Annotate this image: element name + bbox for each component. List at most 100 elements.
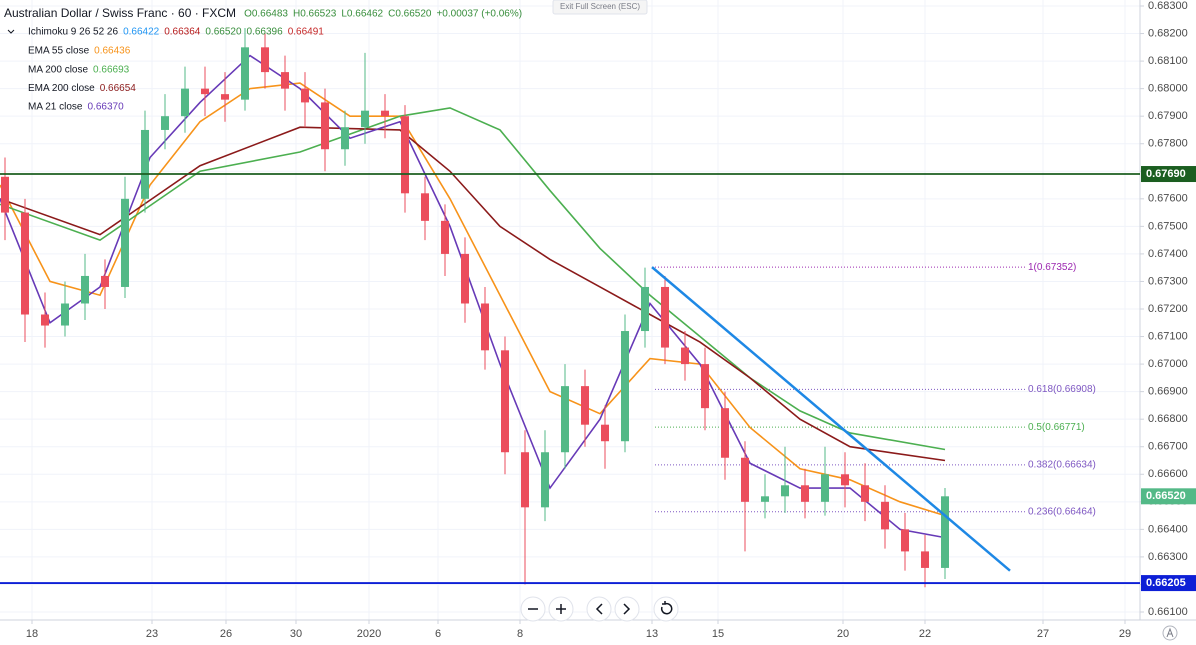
legend-name: MA 21 close [28,102,83,113]
exit-fullscreen-button[interactable] [552,0,648,15]
x-tick-label: 6 [435,628,441,640]
candle-body [501,350,509,453]
candle-body [541,452,549,508]
candle-body [881,501,889,530]
candle-body [101,275,109,287]
x-tick-label: 2020 [357,628,381,640]
y-tick-label: 0.67100 [1148,330,1188,342]
candle-body [401,116,409,194]
candle-body [641,286,649,332]
candle-body [781,485,789,497]
legend-value: 0.66491 [288,27,325,38]
candle-body [121,198,129,287]
ohlc-value: O0.66483 [244,9,288,20]
legend-name: MA 200 close [28,64,88,75]
candle-body [21,212,29,315]
candle-body [581,386,589,425]
x-tick-label: 8 [517,628,523,640]
candle-body [321,102,329,150]
candle-body [161,116,169,130]
legend-value: 0.66396 [247,27,284,38]
candle-body [61,303,69,326]
candle-body [81,275,89,304]
fib-label: 0.236(0.66464) [1028,506,1096,517]
y-tick-label: 0.67500 [1148,220,1188,232]
candle-body [741,457,749,502]
indicator-line [0,107,946,451]
legend-value: 0.66364 [164,27,201,38]
reset-icon [660,601,673,615]
candle-body [221,94,229,100]
candle-body [281,72,289,89]
candle-body [261,47,269,73]
candle-body [621,331,629,442]
indicator-line [0,126,946,462]
legend-value: 0.66693 [93,64,130,75]
y-tick-label: 0.68300 [1148,0,1188,12]
candle-body [701,364,709,409]
x-tick-label: 15 [712,628,724,640]
y-tick-label: 0.66900 [1148,386,1188,398]
y-tick-label: 0.68200 [1148,27,1188,39]
y-tick-label: 0.68000 [1148,83,1188,95]
candle-body [801,485,809,502]
candle-body [41,314,49,326]
scroll-left-button[interactable] [586,596,612,622]
price-label: 0.66205 [1146,577,1186,589]
fib-label: 0.618(0.66908) [1028,384,1096,395]
ohlc-value: H0.66523 [293,9,337,20]
collapse-icon [7,29,15,34]
x-tick-label: 29 [1119,628,1131,640]
candle-body [561,386,569,453]
y-tick-label: 0.66800 [1148,413,1188,425]
fib-label: 0.5(0.66771) [1028,422,1085,433]
y-tick-label: 0.67600 [1148,193,1188,205]
scroll-right-button[interactable] [614,596,640,622]
candle-body [421,193,429,221]
candle-body [301,88,309,103]
legend-name: EMA 200 close [28,83,95,94]
legend-value: 0.66370 [87,102,124,113]
legend-value: 0.66436 [94,46,131,57]
indicator-line [0,54,946,539]
candle-body [201,88,209,95]
right-icon [623,603,631,615]
candle-body [361,110,369,128]
x-tick-label: 23 [146,628,158,640]
left-icon [595,603,603,615]
plus-icon [556,604,566,614]
legend-value: 0.66520 [205,27,242,38]
ohlc-value: L0.66462 [341,9,383,20]
legend-name: EMA 55 close [28,46,90,57]
candle-body [441,220,449,254]
x-tick-label: 20 [837,628,849,640]
candle-body [661,286,669,348]
exit-fullscreen-label[interactable]: Exit Full Screen (ESC) [560,2,640,11]
zoom-toolbar [520,596,679,622]
price-label-box [1141,488,1196,505]
reset-button[interactable] [653,596,679,622]
candle-body [341,127,349,150]
chart-title: Australian Dollar / Swiss Franc · 60 · F… [4,6,236,20]
auto-scale-button[interactable] [1162,625,1178,641]
x-tick-label: 13 [646,628,658,640]
candle-body [521,452,529,508]
candle-body [1,176,9,213]
auto-scale-icon [1166,627,1174,638]
y-tick-label: 0.68100 [1148,55,1188,67]
y-tick-label: 0.67900 [1148,110,1188,122]
candle-body [681,347,689,365]
ohlc-value: +0.00037 (+0.06%) [436,9,522,20]
legend-name: Ichimoku 9 26 52 26 [28,27,118,38]
price-label-box [1141,166,1196,183]
candle-body [721,408,729,458]
x-tick-label: 30 [290,628,302,640]
fib-label: 1(0.67352) [1028,262,1076,273]
y-tick-label: 0.67800 [1148,138,1188,150]
legend-value: 0.66422 [123,27,160,38]
price-label: 0.66520 [1146,490,1186,502]
trendline [651,266,1011,572]
x-tick-label: 27 [1037,628,1049,640]
candle-body [921,551,929,568]
